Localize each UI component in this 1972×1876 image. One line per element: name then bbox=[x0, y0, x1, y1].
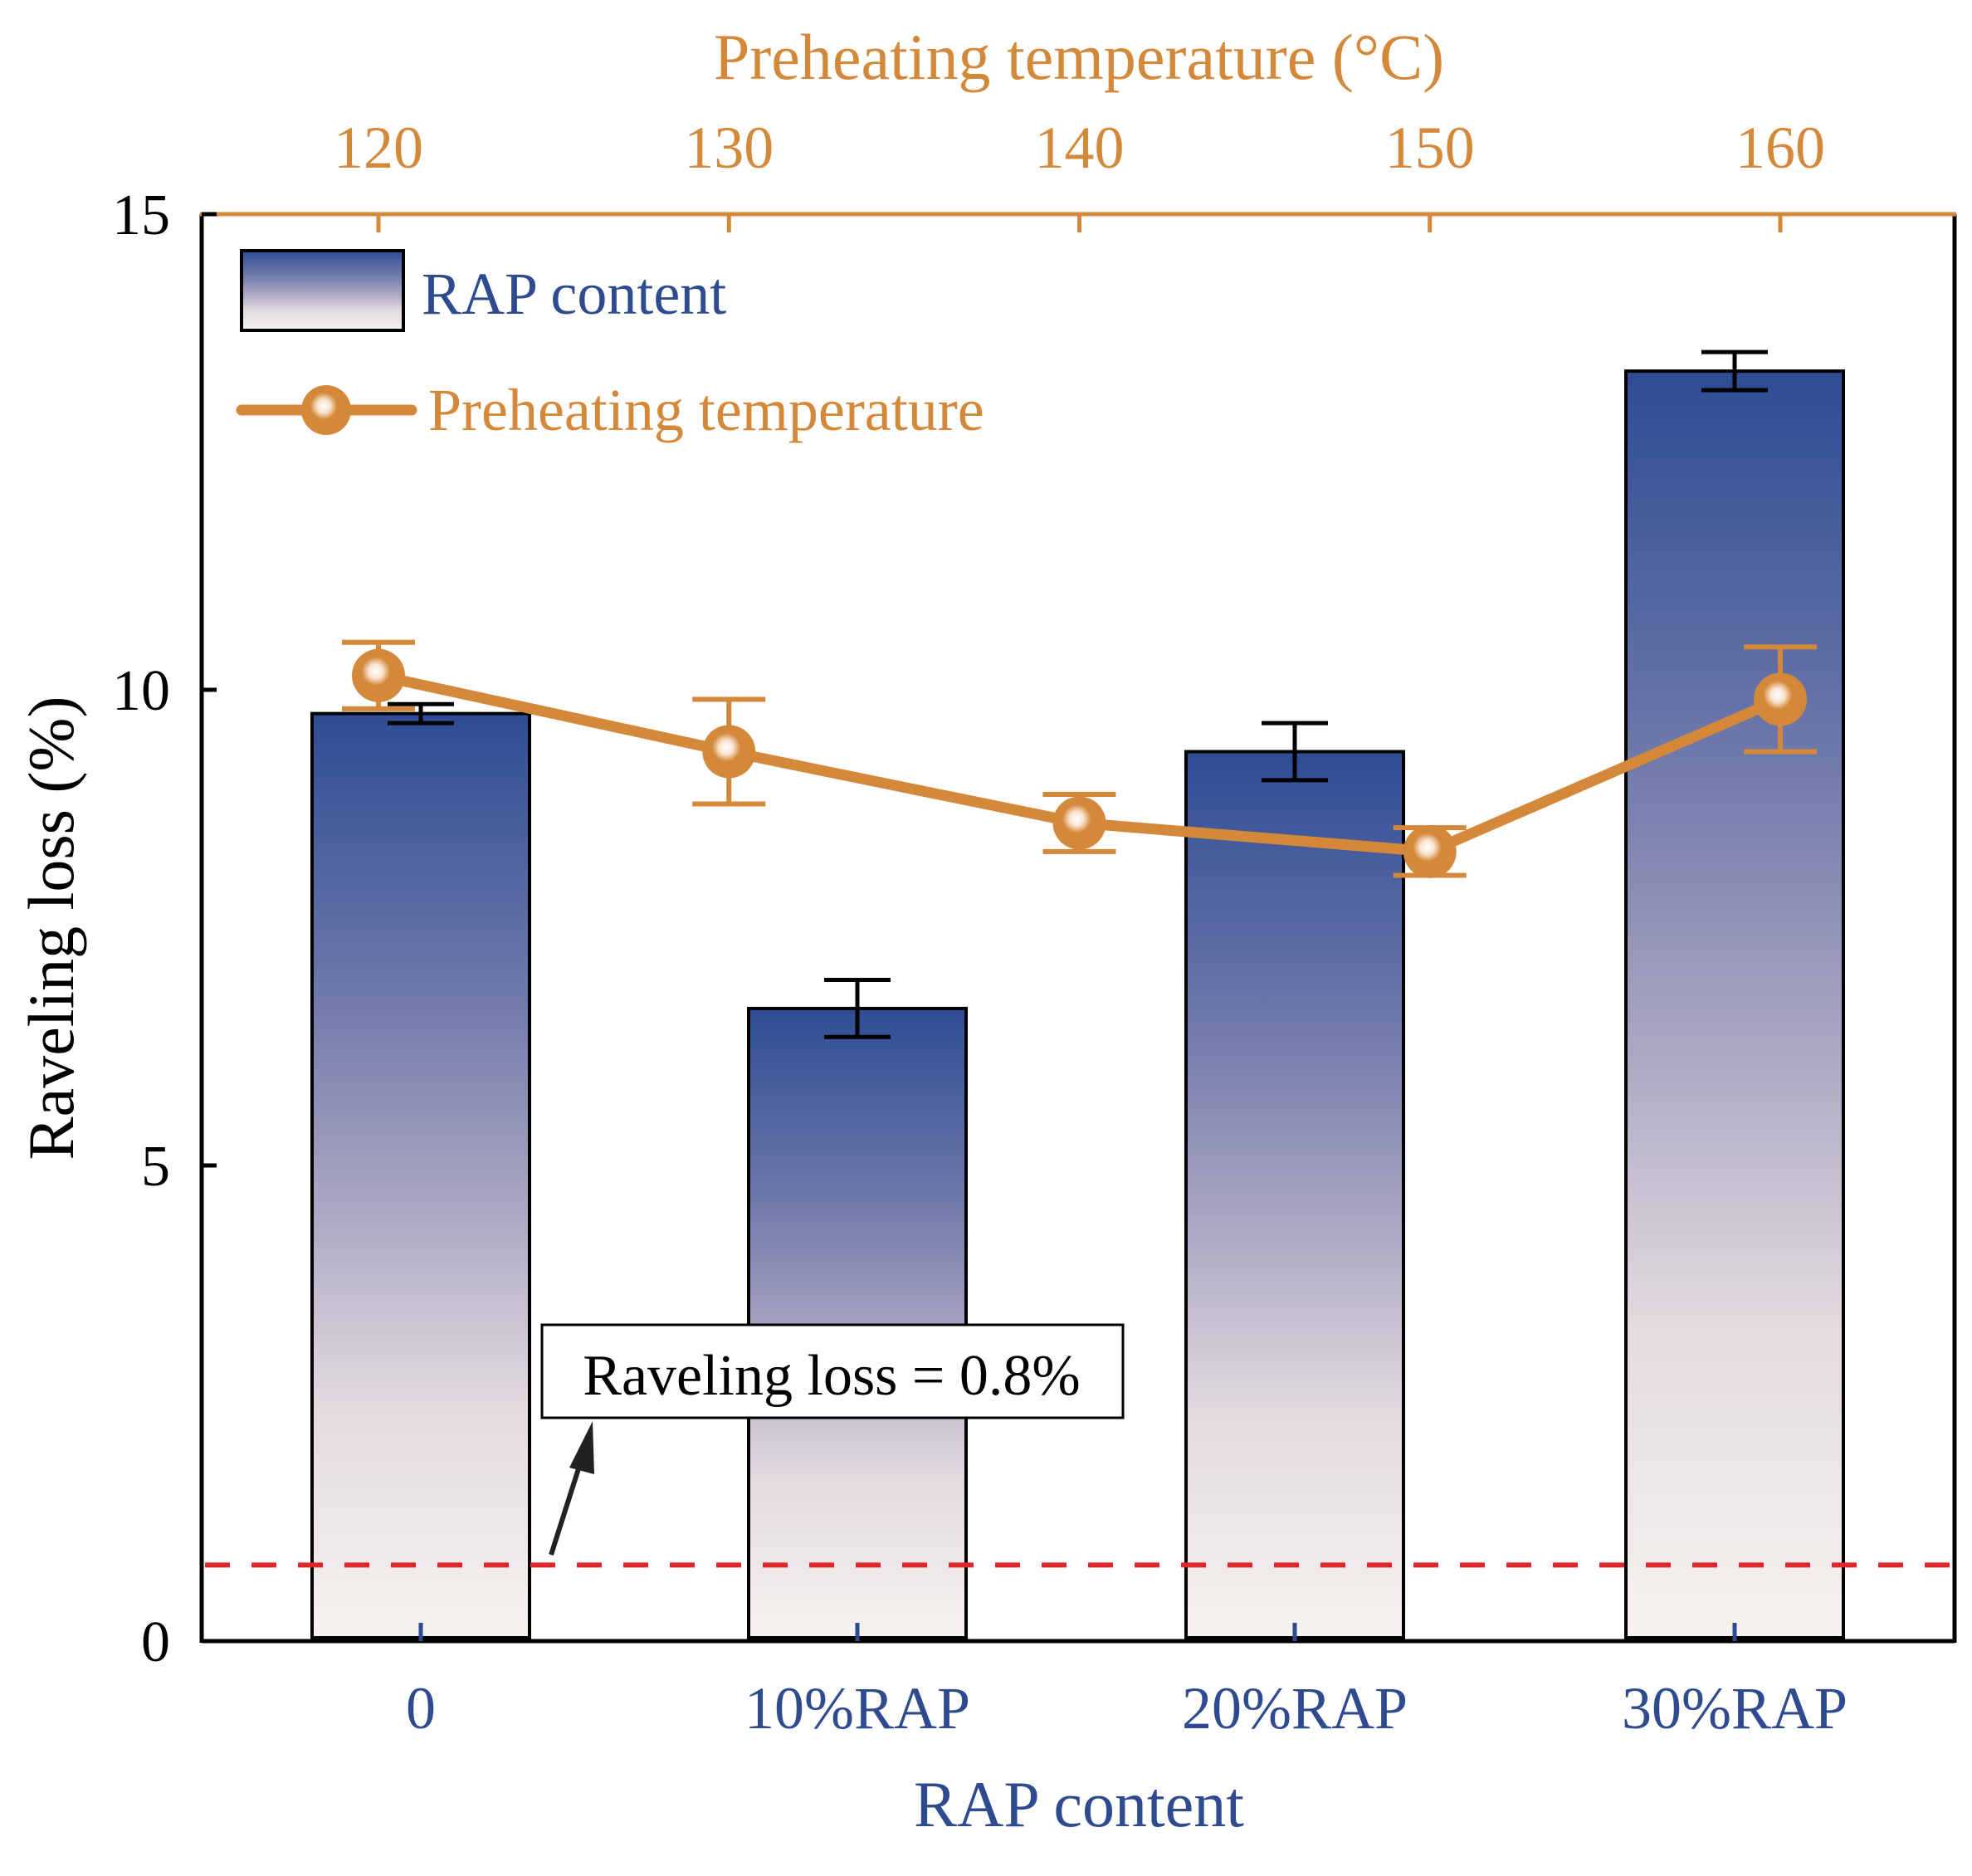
bar bbox=[310, 711, 531, 1639]
legend-line-marker bbox=[301, 385, 351, 435]
bar-layer bbox=[310, 369, 1845, 1640]
annotation-arrow-shaft bbox=[549, 1460, 583, 1556]
bar bbox=[1624, 369, 1845, 1640]
y-axis-title: Raveling loss (%) bbox=[15, 696, 87, 1160]
y-tick-label: 15 bbox=[112, 183, 170, 247]
y-tick-label: 5 bbox=[141, 1135, 170, 1199]
threshold-annotation: Raveling loss = 0.8% bbox=[540, 1323, 1125, 1556]
x-tick-label: 30%RAP bbox=[1622, 1675, 1848, 1742]
x-axis-title: RAP content bbox=[914, 1768, 1244, 1840]
annotation-label: Raveling loss = 0.8% bbox=[583, 1344, 1080, 1408]
legend-line-label: Preheating temperature bbox=[428, 377, 984, 443]
top-tick-label: 120 bbox=[334, 115, 423, 181]
y-tick-label: 10 bbox=[112, 659, 170, 723]
top-tick-label: 140 bbox=[1035, 115, 1125, 181]
legend: RAP content Preheating temperature bbox=[236, 249, 984, 443]
line-point bbox=[1403, 824, 1457, 878]
top-axis-title: Preheating temperature (°C) bbox=[714, 21, 1444, 93]
line-point bbox=[352, 648, 405, 702]
x-tick-label: 0 bbox=[406, 1675, 436, 1742]
legend-bar-label: RAP content bbox=[422, 261, 726, 327]
x-tick-label: 20%RAP bbox=[1182, 1675, 1408, 1742]
top-tick-label: 150 bbox=[1385, 115, 1475, 181]
annotation-box bbox=[540, 1323, 1125, 1419]
line-layer bbox=[342, 639, 1817, 878]
line-point bbox=[1754, 672, 1807, 726]
legend-bar-swatch bbox=[240, 249, 405, 332]
top-tick-label: 130 bbox=[684, 115, 774, 181]
line-point bbox=[702, 725, 756, 779]
top-tick-label: 160 bbox=[1735, 115, 1825, 181]
line-point bbox=[1052, 796, 1106, 850]
bar bbox=[1184, 750, 1405, 1639]
bar-error-layer bbox=[388, 349, 1768, 1039]
bar bbox=[747, 1006, 968, 1640]
y-tick-label: 0 bbox=[141, 1610, 170, 1674]
annotation-arrowhead bbox=[569, 1421, 594, 1474]
x-tick-label: 10%RAP bbox=[744, 1675, 970, 1742]
